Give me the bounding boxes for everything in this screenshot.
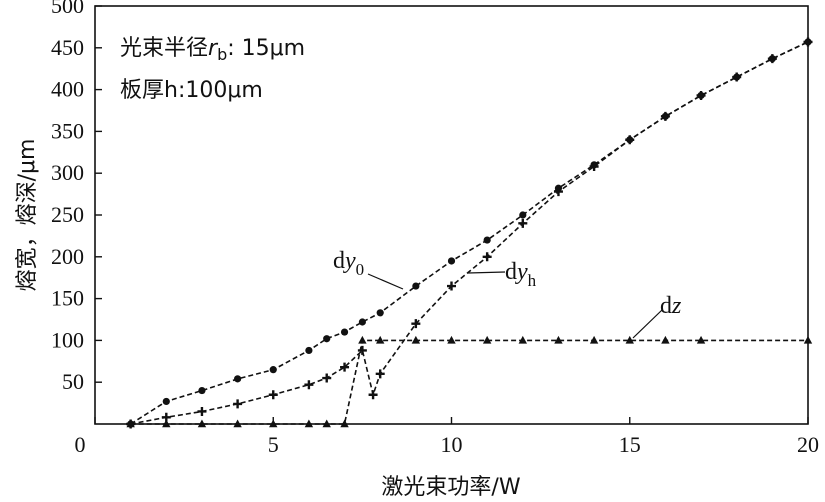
data-point-dy0: [162, 397, 170, 406]
y-axis-title: 熔宽，熔深/μm: [15, 139, 40, 292]
data-point-dy0: [376, 309, 384, 317]
data-point-dyh: [767, 54, 777, 64]
data-point-dy0: [447, 257, 456, 265]
plot-frame: [94, 5, 809, 425]
annotation-beam-radius: 光束半径rb: 15μm: [120, 36, 305, 64]
data-point-dyh: [803, 37, 813, 47]
y-tick-label: 50: [62, 369, 84, 394]
data-point-dz: [322, 419, 331, 428]
data-point-dz: [625, 335, 634, 344]
y-tick-label: 100: [51, 327, 84, 352]
data-point-dz: [126, 419, 135, 428]
data-point-dyh: [357, 345, 367, 355]
data-point-dyh: [268, 390, 278, 400]
data-point-dyh: [732, 72, 742, 82]
data-point-dz: [358, 335, 367, 344]
data-point-dy0: [323, 335, 331, 343]
data-point-dyh: [304, 380, 314, 390]
leader-dy0: [367, 273, 404, 290]
data-point-dy0: [483, 236, 491, 244]
data-point-dyh: [553, 187, 563, 197]
leader-dz: [632, 309, 663, 339]
data-point-dz: [233, 419, 242, 428]
axis-ticks: 0 5 10 15 20 50 100 150 200 250 300 350 400 450 500: [51, 0, 819, 457]
data-point-dz: [197, 419, 207, 428]
data-point-dz: [696, 335, 706, 344]
data-point-dy0: [519, 211, 527, 219]
data-point-dyh: [411, 319, 421, 329]
y-tick-label: 500: [51, 0, 84, 18]
data-point-dyh: [340, 362, 350, 372]
annotation-thickness: 板厚h:100μm: [120, 78, 263, 103]
data-point-dz: [482, 335, 492, 344]
data-point-dz: [376, 335, 385, 344]
y-tick-label: 250: [51, 202, 84, 227]
data-point-dz: [304, 419, 314, 428]
series-label-dz: dz: [660, 293, 682, 319]
data-point-dy0: [198, 386, 206, 395]
series-line-dz: [130, 339, 808, 425]
data-point-dy0: [305, 346, 313, 355]
y-tick-label: 450: [51, 35, 84, 60]
data-point-dz: [269, 419, 278, 428]
series-label-dyh: dyh: [505, 259, 537, 290]
y-tick-label: 200: [51, 244, 84, 269]
data-point-dz: [589, 335, 599, 344]
data-point-dyh: [482, 252, 492, 262]
data-point-dy0: [412, 282, 420, 290]
x-tick-label: 20: [797, 432, 819, 457]
series-label-dy0: dy0: [333, 248, 364, 279]
data-point-dyh: [660, 111, 670, 121]
data-point-dz: [803, 335, 813, 344]
y-tick-label: 300: [51, 160, 84, 185]
x-tick-label: 15: [619, 432, 641, 457]
data-point-dyh: [368, 390, 378, 400]
x-tick-label: 0: [75, 432, 86, 457]
data-point-dz: [162, 419, 171, 428]
data-point-dyh: [197, 406, 207, 416]
data-point-dz: [518, 335, 527, 344]
x-tick-label: 10: [441, 432, 463, 457]
data-point-dy0: [358, 318, 366, 326]
data-point-dz: [447, 335, 456, 344]
y-tick-label: 150: [51, 286, 84, 311]
data-point-dy0: [234, 375, 242, 383]
y-tick-label: 400: [51, 77, 84, 102]
data-point-dyh: [696, 90, 706, 100]
series-layer: [126, 37, 813, 429]
data-point-dz: [661, 335, 670, 344]
data-point-dyh: [233, 399, 243, 409]
y-tick-label: 350: [51, 118, 84, 143]
data-point-dy0: [340, 328, 349, 336]
data-point-dy0: [269, 366, 277, 374]
data-point-dz: [554, 335, 563, 344]
data-point-dyh: [589, 162, 599, 172]
data-point-dyh: [625, 135, 635, 145]
x-tick-label: 5: [268, 432, 279, 457]
data-point-dz: [411, 335, 421, 344]
x-axis-title: 激光束功率/W: [381, 475, 520, 500]
data-point-dyh: [322, 373, 332, 383]
data-point-dyh: [447, 281, 456, 291]
data-point-dyh: [375, 369, 385, 379]
leader-dyh: [467, 271, 506, 274]
data-point-dz: [340, 419, 349, 428]
data-point-dyh: [518, 218, 528, 228]
